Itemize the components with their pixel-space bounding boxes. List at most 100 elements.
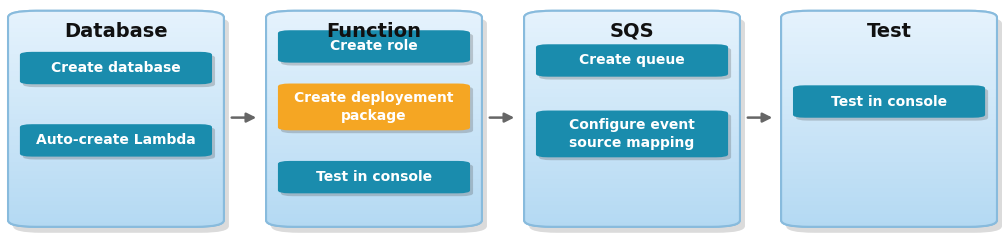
FancyBboxPatch shape: [8, 11, 224, 227]
Bar: [8, 158, 224, 162]
FancyBboxPatch shape: [780, 11, 996, 227]
Bar: [780, 149, 996, 153]
Bar: [8, 84, 224, 89]
FancyBboxPatch shape: [524, 11, 739, 227]
FancyBboxPatch shape: [524, 11, 739, 227]
Bar: [524, 15, 739, 19]
Text: Create queue: Create queue: [579, 54, 684, 67]
Bar: [8, 15, 224, 19]
FancyBboxPatch shape: [780, 11, 996, 227]
Bar: [780, 201, 996, 205]
FancyBboxPatch shape: [780, 11, 996, 227]
Bar: [266, 28, 481, 32]
FancyBboxPatch shape: [8, 11, 224, 227]
Bar: [524, 158, 739, 162]
FancyBboxPatch shape: [524, 11, 739, 227]
Bar: [8, 132, 224, 136]
Bar: [8, 205, 224, 210]
Bar: [8, 184, 224, 188]
Bar: [8, 214, 224, 218]
Text: Create database: Create database: [51, 61, 181, 75]
FancyBboxPatch shape: [8, 11, 224, 227]
FancyBboxPatch shape: [524, 11, 739, 227]
Bar: [266, 80, 481, 84]
Bar: [8, 89, 224, 93]
FancyBboxPatch shape: [23, 55, 215, 87]
Bar: [266, 205, 481, 210]
FancyBboxPatch shape: [8, 11, 224, 227]
Bar: [266, 93, 481, 97]
Bar: [780, 76, 996, 80]
FancyBboxPatch shape: [266, 11, 481, 227]
FancyBboxPatch shape: [524, 11, 739, 227]
Bar: [266, 179, 481, 184]
FancyBboxPatch shape: [8, 11, 224, 227]
Bar: [266, 153, 481, 158]
Bar: [524, 67, 739, 71]
FancyBboxPatch shape: [780, 11, 996, 227]
Bar: [780, 54, 996, 58]
FancyBboxPatch shape: [524, 11, 739, 227]
Bar: [524, 110, 739, 114]
FancyBboxPatch shape: [266, 11, 481, 227]
FancyBboxPatch shape: [8, 11, 224, 227]
Bar: [524, 171, 739, 175]
Bar: [524, 210, 739, 214]
Bar: [780, 205, 996, 210]
Bar: [780, 28, 996, 32]
FancyBboxPatch shape: [524, 11, 739, 227]
Bar: [8, 106, 224, 110]
FancyBboxPatch shape: [266, 11, 481, 227]
FancyBboxPatch shape: [8, 11, 224, 227]
Bar: [266, 145, 481, 149]
FancyBboxPatch shape: [266, 11, 481, 227]
Bar: [524, 123, 739, 127]
FancyBboxPatch shape: [524, 11, 739, 227]
FancyBboxPatch shape: [780, 11, 996, 227]
Text: Create deployement
package: Create deployement package: [294, 91, 453, 123]
Bar: [266, 63, 481, 67]
Bar: [8, 37, 224, 41]
Bar: [8, 218, 224, 222]
Bar: [524, 50, 739, 54]
Bar: [780, 63, 996, 67]
Bar: [524, 132, 739, 136]
Bar: [266, 102, 481, 106]
Bar: [8, 175, 224, 179]
FancyBboxPatch shape: [266, 11, 481, 227]
Bar: [780, 171, 996, 175]
Bar: [266, 192, 481, 197]
FancyBboxPatch shape: [266, 11, 481, 227]
FancyBboxPatch shape: [266, 11, 481, 227]
FancyBboxPatch shape: [278, 30, 469, 63]
FancyBboxPatch shape: [524, 11, 739, 227]
Bar: [780, 119, 996, 123]
FancyBboxPatch shape: [8, 11, 224, 227]
Bar: [524, 127, 739, 132]
FancyBboxPatch shape: [266, 11, 481, 227]
FancyBboxPatch shape: [524, 11, 739, 227]
Bar: [8, 71, 224, 76]
Bar: [266, 24, 481, 28]
Bar: [524, 37, 739, 41]
Bar: [8, 110, 224, 114]
FancyBboxPatch shape: [8, 11, 224, 227]
FancyBboxPatch shape: [266, 11, 481, 227]
FancyBboxPatch shape: [524, 11, 739, 227]
FancyBboxPatch shape: [8, 11, 224, 227]
FancyBboxPatch shape: [524, 11, 739, 227]
Bar: [8, 54, 224, 58]
FancyBboxPatch shape: [539, 113, 730, 160]
Bar: [266, 37, 481, 41]
Text: Test in console: Test in console: [316, 170, 431, 184]
FancyBboxPatch shape: [524, 11, 739, 227]
Bar: [8, 24, 224, 28]
FancyBboxPatch shape: [524, 11, 739, 227]
Bar: [780, 132, 996, 136]
Bar: [8, 67, 224, 71]
Bar: [780, 41, 996, 45]
FancyBboxPatch shape: [524, 11, 739, 227]
FancyBboxPatch shape: [524, 11, 739, 227]
Bar: [780, 11, 996, 15]
Bar: [266, 188, 481, 192]
